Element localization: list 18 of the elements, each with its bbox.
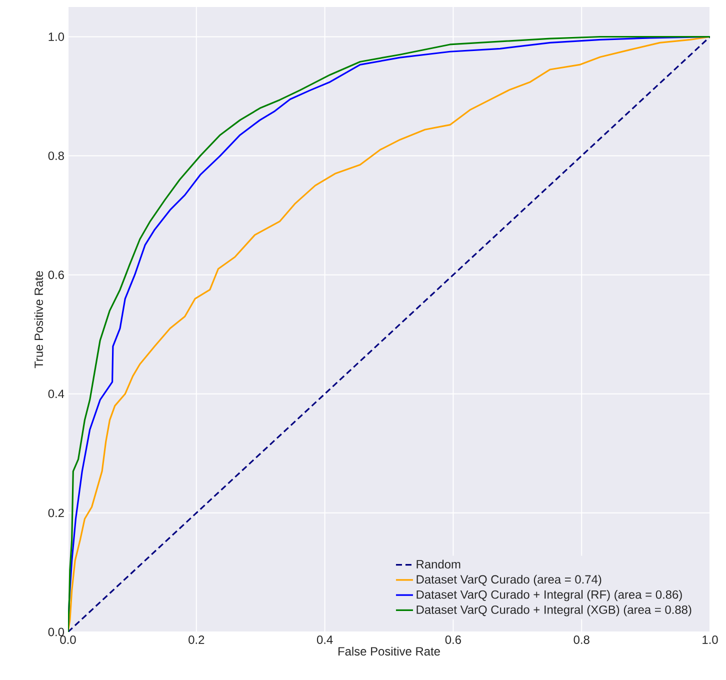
legend-label: Dataset VarQ Curado + Integral (RF) (area = 0.86) — [416, 590, 682, 602]
y-tick-label: 0.2 — [48, 508, 64, 518]
x-tick-label: 1.0 — [702, 636, 718, 644]
y-tick-label: 1.0 — [48, 32, 64, 41]
x-tick-label: 0.2 — [188, 636, 204, 644]
legend-label: Random — [416, 560, 460, 568]
x-tick-label: 0.6 — [445, 636, 461, 644]
y-tick-label: 0.4 — [48, 390, 64, 398]
x-tick-label: 0.4 — [316, 636, 333, 644]
y-tick-label: 0.6 — [48, 270, 64, 280]
y-tick-label: 0.0 — [48, 628, 64, 636]
legend-label: Dataset VarQ Curado + Integral (XGB) (area = 0.88) — [416, 605, 692, 616]
legend-label: Dataset VarQ Curado (area = 0.74) — [416, 574, 602, 586]
y-axis-title: True Positive Rate — [34, 271, 44, 368]
x-tick-label: 0.8 — [574, 636, 590, 644]
y-tick-label: 0.8 — [48, 152, 64, 160]
x-tick-label: 0.0 — [60, 636, 76, 644]
x-axis-title: False Positive Rate — [338, 646, 440, 656]
